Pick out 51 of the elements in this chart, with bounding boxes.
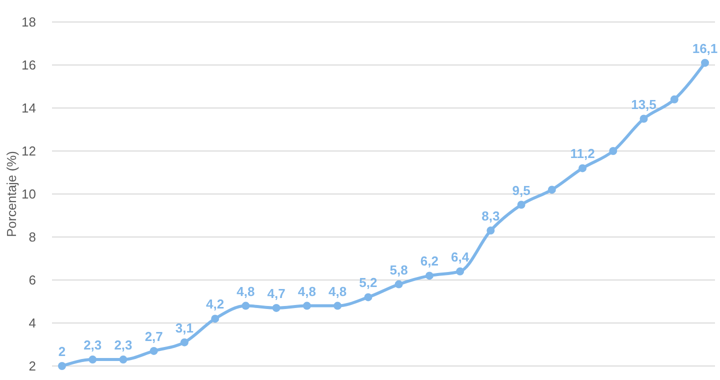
data-label: 2,3 <box>84 338 102 353</box>
data-label: 4,2 <box>206 296 224 312</box>
data-label: 4,7 <box>267 286 286 301</box>
y-tick-label: 14 <box>22 100 36 116</box>
y-tick-label: 10 <box>22 186 36 202</box>
y-tick-label: 2 <box>28 358 36 374</box>
point <box>425 272 434 280</box>
point <box>456 267 464 276</box>
point <box>180 338 188 346</box>
data-label: 3,1 <box>175 320 194 336</box>
data-label: 11,2 <box>570 146 595 162</box>
data-label: 6,4 <box>451 249 470 264</box>
data-label: 4,8 <box>298 284 316 299</box>
point <box>242 302 250 310</box>
point <box>150 346 158 355</box>
data-label: 5,2 <box>359 275 378 290</box>
y-tick-label: 6 <box>28 272 36 288</box>
data-label: 16,1 <box>692 40 718 56</box>
point <box>670 95 678 104</box>
point <box>58 362 66 370</box>
data-label: 13,5 <box>631 96 656 112</box>
point <box>334 302 342 310</box>
point <box>272 304 280 312</box>
y-tick-label: 4 <box>28 316 36 331</box>
y-tick-label: 16 <box>22 58 36 73</box>
point <box>394 280 403 288</box>
data-label: 9,5 <box>512 182 530 198</box>
data-label: 2 <box>58 344 66 359</box>
point <box>609 147 618 155</box>
point <box>701 58 709 67</box>
point <box>640 114 648 123</box>
y-tick-label: 18 <box>22 14 36 30</box>
point <box>548 186 556 194</box>
data-label: 8,3 <box>482 208 500 224</box>
point <box>211 314 220 323</box>
data-label: 2,7 <box>144 328 163 344</box>
point <box>364 293 372 302</box>
point <box>88 356 97 364</box>
point <box>517 200 526 209</box>
data-label: 6,2 <box>420 254 438 269</box>
data-label: 5,8 <box>390 262 408 278</box>
data-label: 4,8 <box>328 284 347 299</box>
point <box>578 164 587 172</box>
point <box>486 226 495 235</box>
y-tick-label: 12 <box>22 144 36 159</box>
point <box>302 302 311 310</box>
data-label: 2,3 <box>114 338 132 353</box>
y-axis-title: Porcentaje (%) <box>4 151 19 237</box>
y-tick-label: 8 <box>28 230 36 245</box>
point <box>119 356 128 364</box>
data-label: 4,8 <box>236 284 255 299</box>
